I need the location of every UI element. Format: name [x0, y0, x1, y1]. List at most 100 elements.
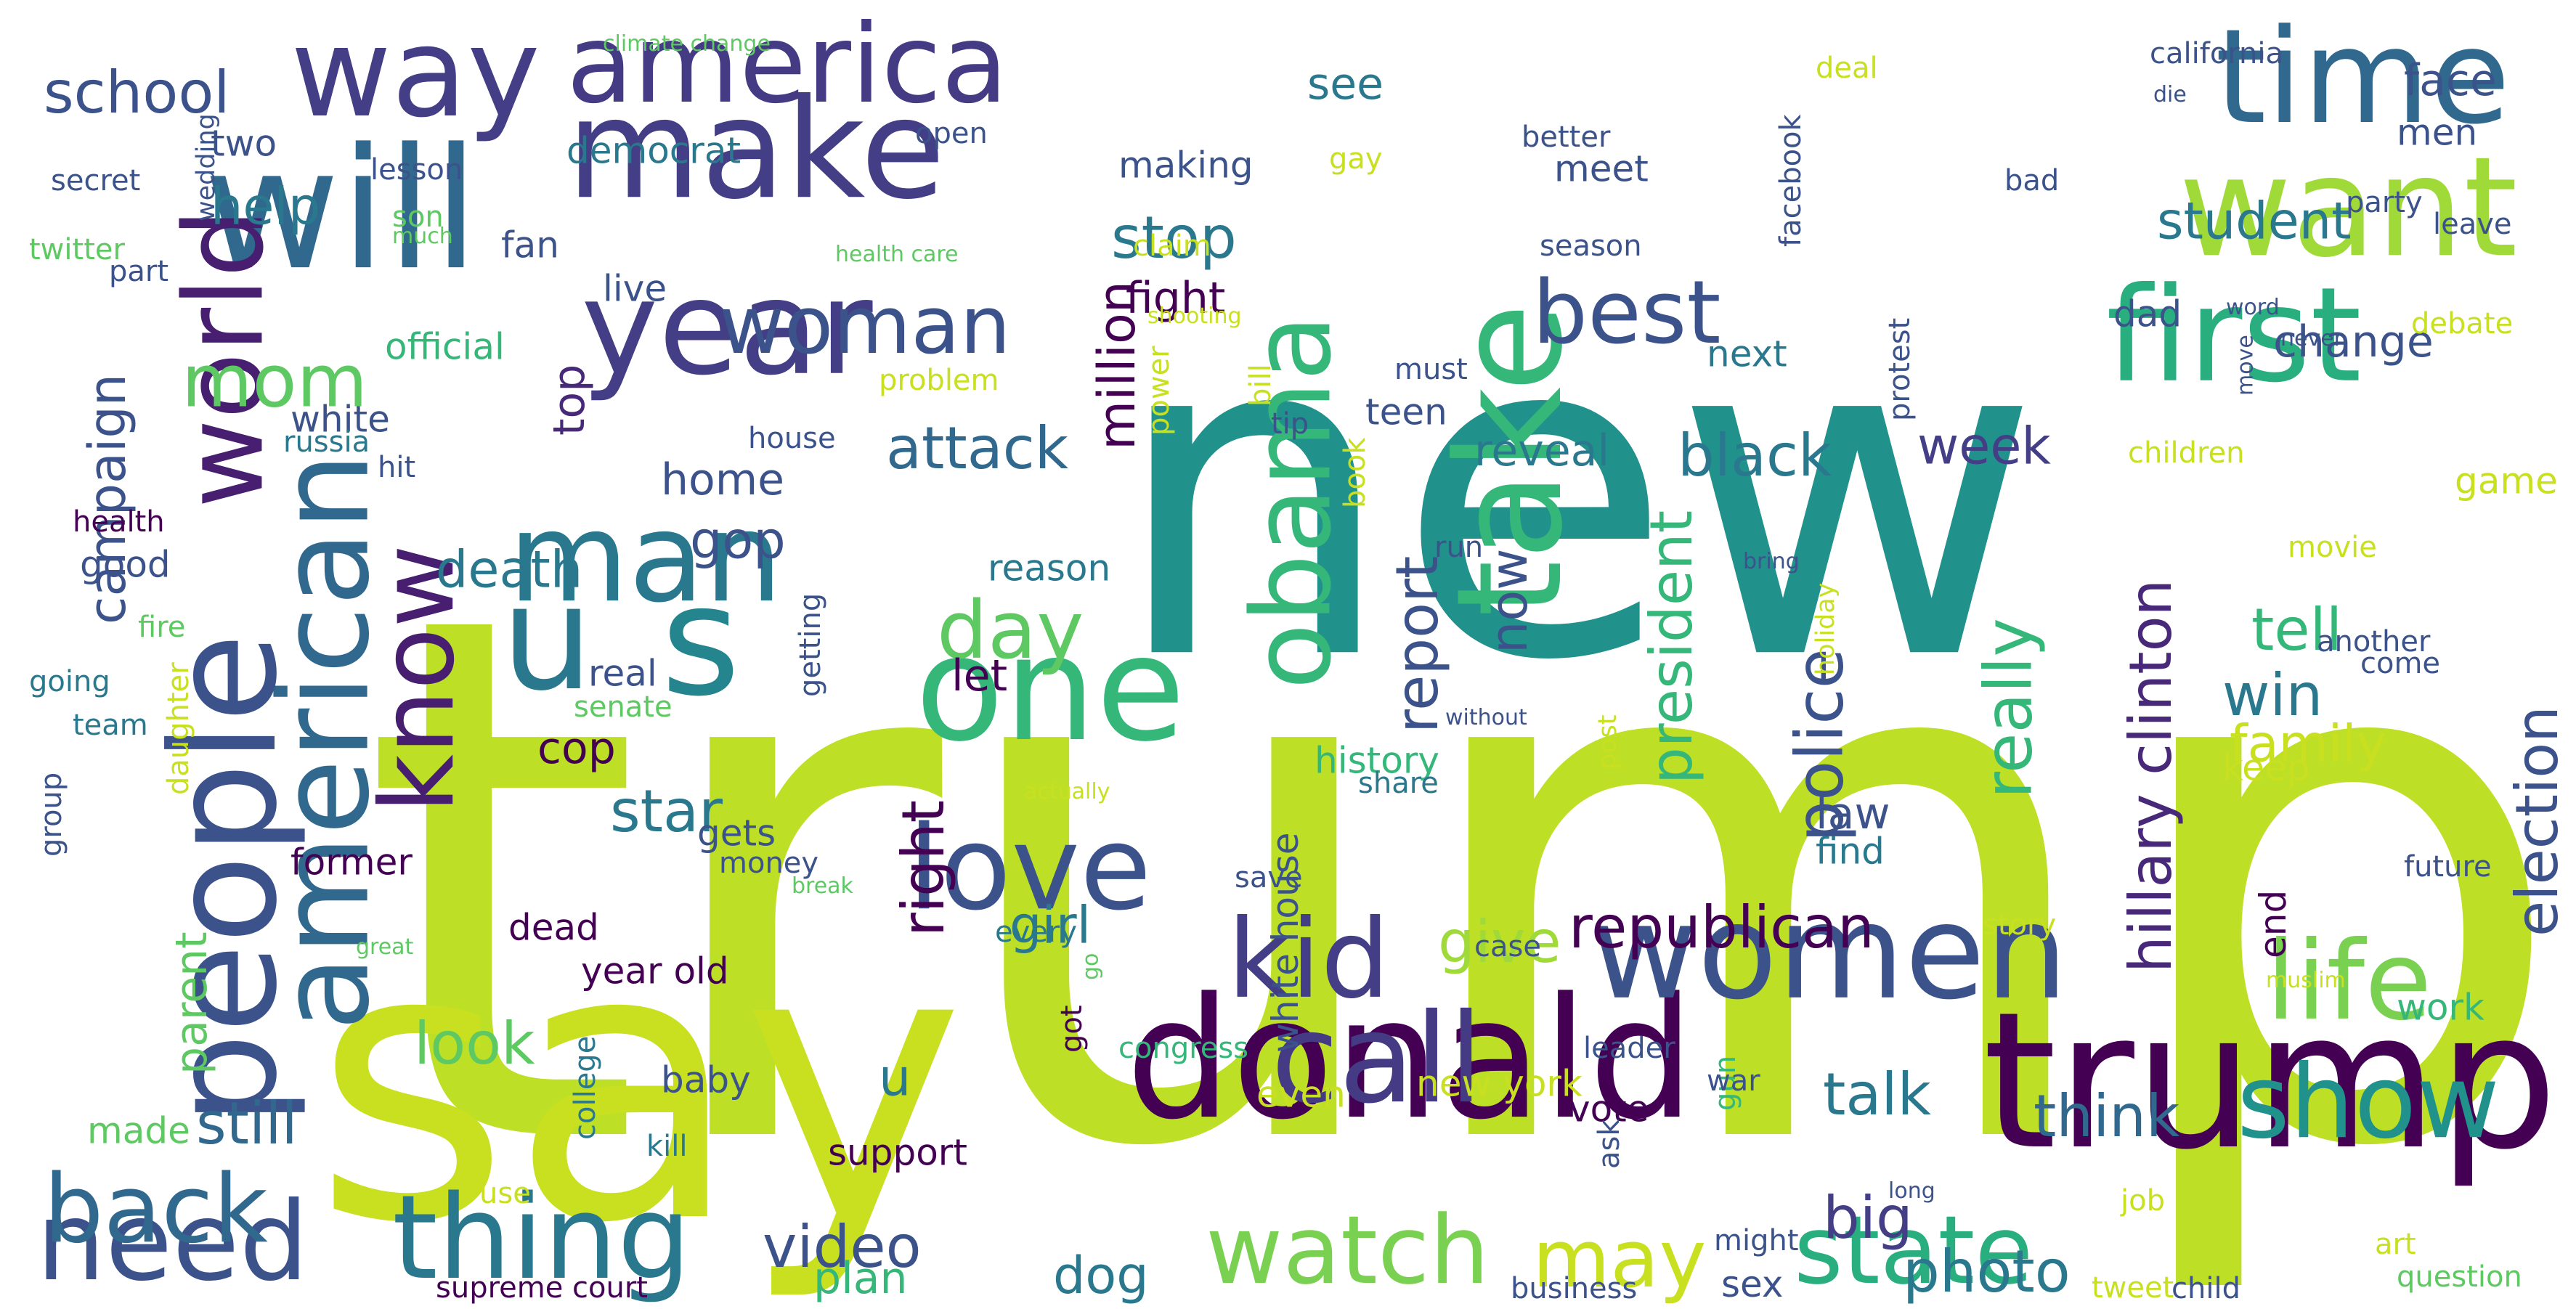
word-family: family	[2230, 714, 2386, 774]
word-climate-change: climate change	[603, 31, 771, 57]
word-right: right	[890, 800, 957, 937]
word-tip: tip	[1271, 407, 1309, 441]
word-election: election	[2503, 706, 2571, 937]
word-let: let	[951, 651, 1007, 701]
word-much: much	[392, 224, 453, 249]
word-think: think	[2033, 1082, 2180, 1150]
word-end: end	[2252, 890, 2294, 958]
word-report: report	[1384, 556, 1451, 733]
word-s: s	[661, 552, 740, 730]
word-democrat: democrat	[566, 129, 741, 171]
word-support: support	[828, 1131, 967, 1173]
word-teen: teen	[1365, 391, 1447, 433]
word-will: will	[203, 113, 479, 307]
word-need: need	[36, 1179, 309, 1305]
word-new: new	[1110, 235, 2041, 759]
word-republican: republican	[1569, 894, 1874, 961]
word-two: two	[211, 122, 277, 164]
word-word: word	[2226, 295, 2280, 320]
word-lesson: lesson	[370, 153, 463, 187]
word-u: u	[879, 1048, 911, 1108]
word-want: want	[2179, 127, 2518, 288]
word-fight: fight	[1126, 273, 1225, 324]
word-bill: bill	[1244, 364, 1277, 407]
word-business: business	[1511, 1272, 1637, 1305]
word-getting: getting	[794, 593, 827, 697]
word-must: must	[1394, 353, 1468, 386]
word-women: women	[1590, 877, 2068, 1029]
word-big: big	[1823, 1184, 1913, 1252]
word-life: life	[2266, 918, 2431, 1045]
word-debate: debate	[2411, 307, 2513, 340]
word-facebook: facebook	[1774, 113, 1808, 247]
word-stop: stop	[1111, 204, 1237, 272]
word-american: american	[253, 452, 397, 1031]
word-good: good	[80, 543, 171, 585]
word-question: question	[2397, 1260, 2522, 1294]
word-senate: senate	[574, 690, 673, 724]
word-next: next	[1707, 333, 1787, 375]
word-tell: tell	[2251, 596, 2342, 664]
word-gay: gay	[1329, 142, 1383, 176]
word-make: make	[566, 69, 946, 229]
word-break: break	[792, 873, 854, 899]
word-work: work	[2397, 986, 2484, 1028]
word-congress: congress	[1118, 1032, 1248, 1065]
word-every: every	[995, 916, 1077, 949]
word-star: star	[610, 778, 723, 845]
word-gun: gun	[1709, 1056, 1742, 1111]
word-son: son	[392, 200, 444, 234]
word-holiday: holiday	[1811, 583, 1840, 675]
word-hillary-clinton: hillary clinton	[2117, 579, 2185, 973]
word-team: team	[73, 709, 148, 742]
word-first: first	[2106, 260, 2362, 412]
word-trump: trump	[1983, 972, 2558, 1191]
word-shooting: shooting	[1147, 303, 1242, 329]
word-photo: photo	[1903, 1238, 2071, 1305]
word-video: video	[763, 1213, 922, 1281]
word-black: black	[1678, 422, 1832, 489]
word-reveal: reveal	[1474, 425, 1609, 476]
word-future: future	[2404, 850, 2492, 884]
word-men: men	[2397, 111, 2477, 153]
word-baby: baby	[661, 1059, 751, 1101]
word-former: former	[290, 841, 413, 883]
word-year-old: year old	[581, 950, 729, 992]
word-game: game	[2455, 460, 2558, 502]
word-meet: meet	[1554, 147, 1649, 189]
word-come: come	[2360, 647, 2440, 680]
word-post: post	[1593, 714, 1622, 770]
word-might: might	[1714, 1224, 1799, 1257]
word-children: children	[2128, 436, 2245, 470]
word-history: history	[1315, 739, 1439, 781]
word-police: police	[1781, 648, 1858, 842]
word-child: child	[2171, 1272, 2240, 1305]
word-better: better	[1521, 121, 1611, 154]
word-russia: russia	[283, 425, 370, 459]
word-obama: obama	[1229, 314, 1355, 690]
word-week: week	[1917, 417, 2051, 476]
word-art: art	[2375, 1228, 2416, 1261]
word-twitter: twitter	[29, 233, 125, 266]
word-house: house	[748, 422, 836, 455]
word-million: million	[1087, 281, 1147, 450]
word-claim: claim	[1133, 229, 1211, 263]
word-book: book	[1338, 437, 1372, 508]
word-war: war	[1707, 1064, 1760, 1098]
word-made: made	[87, 1109, 190, 1151]
word-party: party	[2346, 186, 2423, 219]
word-white-house: white house	[1264, 832, 1307, 1053]
word-dog: dog	[1053, 1246, 1149, 1305]
word-official: official	[385, 325, 505, 367]
word-plan: plan	[813, 1253, 908, 1304]
word-die: die	[2153, 82, 2187, 107]
word-problem: problem	[879, 364, 999, 397]
word-cop: cop	[537, 723, 616, 774]
word-never: never	[2280, 326, 2344, 351]
word-campaign: campaign	[78, 374, 137, 624]
word-love: love	[908, 800, 1151, 936]
word-making: making	[1118, 144, 1254, 186]
word-show: show	[2237, 1043, 2500, 1162]
word-law: law	[1816, 788, 1890, 839]
word-kid: kid	[1227, 897, 1390, 1023]
